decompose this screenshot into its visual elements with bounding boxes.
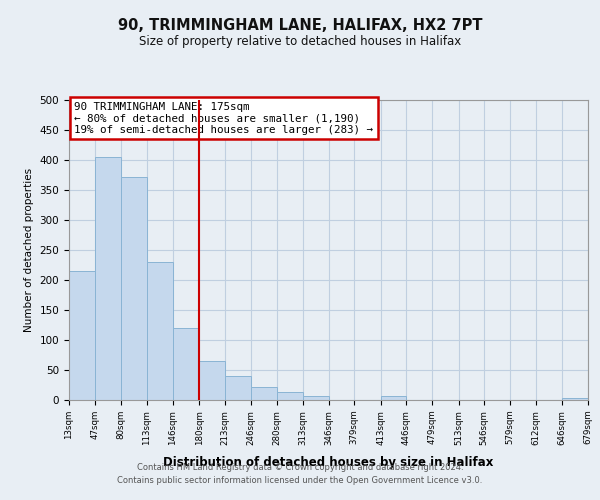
Text: 90, TRIMMINGHAM LANE, HALIFAX, HX2 7PT: 90, TRIMMINGHAM LANE, HALIFAX, HX2 7PT (118, 18, 482, 32)
Bar (251, 387, 277, 400)
X-axis label: Distribution of detached houses by size in Halifax: Distribution of detached houses by size … (163, 456, 494, 468)
Bar (199, 361, 225, 400)
Text: Size of property relative to detached houses in Halifax: Size of property relative to detached ho… (139, 35, 461, 48)
Bar (562, 398, 588, 400)
Bar (95, 157, 121, 400)
Bar (225, 376, 251, 400)
Text: Contains HM Land Registry data © Crown copyright and database right 2024.: Contains HM Land Registry data © Crown c… (137, 462, 463, 471)
Bar (121, 177, 147, 400)
Bar (173, 328, 199, 400)
Text: 90 TRIMMINGHAM LANE: 175sqm
← 80% of detached houses are smaller (1,190)
19% of : 90 TRIMMINGHAM LANE: 175sqm ← 80% of det… (74, 102, 373, 134)
Bar (147, 262, 173, 400)
Text: Contains public sector information licensed under the Open Government Licence v3: Contains public sector information licen… (118, 476, 482, 485)
Y-axis label: Number of detached properties: Number of detached properties (24, 168, 34, 332)
Bar (381, 396, 406, 400)
Bar (303, 396, 329, 400)
Bar (69, 271, 95, 400)
Bar (277, 392, 303, 400)
